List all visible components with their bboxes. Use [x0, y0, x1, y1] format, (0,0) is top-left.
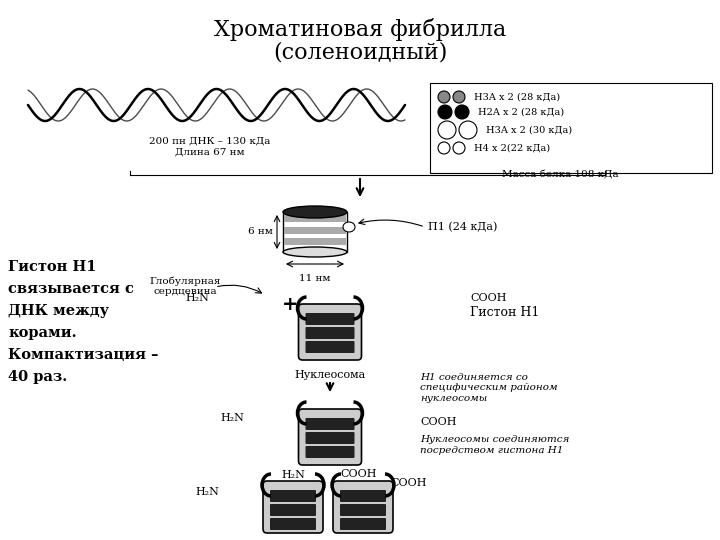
- Text: +: +: [282, 295, 298, 314]
- FancyBboxPatch shape: [305, 341, 354, 353]
- Circle shape: [438, 142, 450, 154]
- Bar: [284, 215, 346, 222]
- FancyBboxPatch shape: [340, 518, 386, 530]
- Text: H₂N: H₂N: [220, 413, 244, 423]
- Bar: [430, 83, 712, 173]
- Circle shape: [453, 142, 465, 154]
- FancyBboxPatch shape: [263, 481, 323, 533]
- Circle shape: [455, 105, 469, 119]
- Text: H₂N: H₂N: [185, 293, 209, 303]
- Text: Нуклеосома: Нуклеосома: [294, 370, 366, 380]
- Text: COOH: COOH: [340, 469, 377, 479]
- Text: П1 (24 кДа): П1 (24 кДа): [428, 222, 498, 232]
- Circle shape: [438, 91, 450, 103]
- Text: Масса белка 108 кДа: Масса белка 108 кДа: [502, 170, 618, 179]
- Text: H₂N: H₂N: [281, 470, 305, 480]
- FancyBboxPatch shape: [299, 409, 361, 465]
- Text: H₂N: H₂N: [195, 487, 219, 497]
- FancyBboxPatch shape: [283, 212, 347, 252]
- Text: 200 пн ДНК – 130 кДа
Длина 67 нм: 200 пн ДНК – 130 кДа Длина 67 нм: [149, 137, 271, 157]
- Ellipse shape: [343, 222, 355, 232]
- Text: ДНК между: ДНК между: [8, 304, 109, 318]
- Text: COOH: COOH: [390, 478, 426, 488]
- FancyBboxPatch shape: [305, 313, 354, 325]
- Text: 6 нм: 6 нм: [248, 227, 273, 237]
- Circle shape: [459, 121, 477, 139]
- Circle shape: [438, 105, 452, 119]
- FancyBboxPatch shape: [305, 327, 354, 339]
- Text: COOH: COOH: [470, 293, 506, 303]
- Text: Гистон Н1: Гистон Н1: [8, 260, 96, 274]
- FancyBboxPatch shape: [305, 418, 354, 430]
- Circle shape: [453, 91, 465, 103]
- Text: H2A x 2 (28 кДа): H2A x 2 (28 кДа): [478, 107, 564, 117]
- Text: H3A x 2 (30 кДа): H3A x 2 (30 кДа): [486, 125, 572, 134]
- Text: H3A x 2 (28 кДа): H3A x 2 (28 кДа): [474, 92, 560, 102]
- Circle shape: [438, 121, 456, 139]
- Text: Нуклеосомы соединяются
посредством гистона Н1: Нуклеосомы соединяются посредством гисто…: [420, 435, 570, 455]
- FancyBboxPatch shape: [340, 504, 386, 516]
- FancyBboxPatch shape: [270, 518, 316, 530]
- Text: H1 соединяется со
специфическим районом
нуклеосомы: H1 соединяется со специфическим районом …: [420, 373, 557, 403]
- Text: Хроматиновая фибрилла: Хроматиновая фибрилла: [214, 18, 506, 41]
- FancyBboxPatch shape: [333, 481, 393, 533]
- FancyBboxPatch shape: [305, 432, 354, 444]
- FancyBboxPatch shape: [299, 304, 361, 360]
- Text: 40 раз.: 40 раз.: [8, 370, 67, 384]
- Bar: [284, 238, 346, 245]
- FancyBboxPatch shape: [305, 446, 354, 458]
- FancyBboxPatch shape: [270, 504, 316, 516]
- Text: Компактизация –: Компактизация –: [8, 348, 158, 362]
- Text: (соленоидный): (соленоидный): [273, 42, 447, 64]
- Text: связывается с: связывается с: [8, 282, 134, 296]
- Bar: [284, 227, 346, 234]
- Text: Глобулярная
сердцевина: Глобулярная сердцевина: [149, 276, 221, 296]
- Ellipse shape: [283, 247, 347, 257]
- FancyBboxPatch shape: [270, 490, 316, 502]
- Text: Гистон Н1: Гистон Н1: [470, 306, 539, 319]
- Text: корами.: корами.: [8, 326, 76, 340]
- Text: 11 нм: 11 нм: [300, 274, 330, 283]
- Text: H4 x 2(22 кДа): H4 x 2(22 кДа): [474, 144, 550, 152]
- Text: COOH: COOH: [420, 417, 456, 427]
- Ellipse shape: [283, 206, 347, 218]
- FancyBboxPatch shape: [340, 490, 386, 502]
